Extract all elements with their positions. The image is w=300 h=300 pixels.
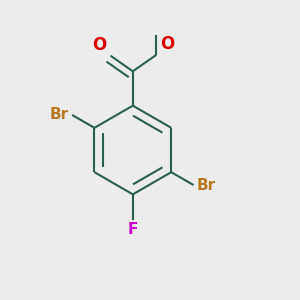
- Text: Br: Br: [50, 107, 69, 122]
- Text: Br: Br: [197, 178, 216, 193]
- Text: F: F: [128, 221, 138, 236]
- Text: O: O: [92, 36, 106, 54]
- Text: O: O: [160, 35, 175, 53]
